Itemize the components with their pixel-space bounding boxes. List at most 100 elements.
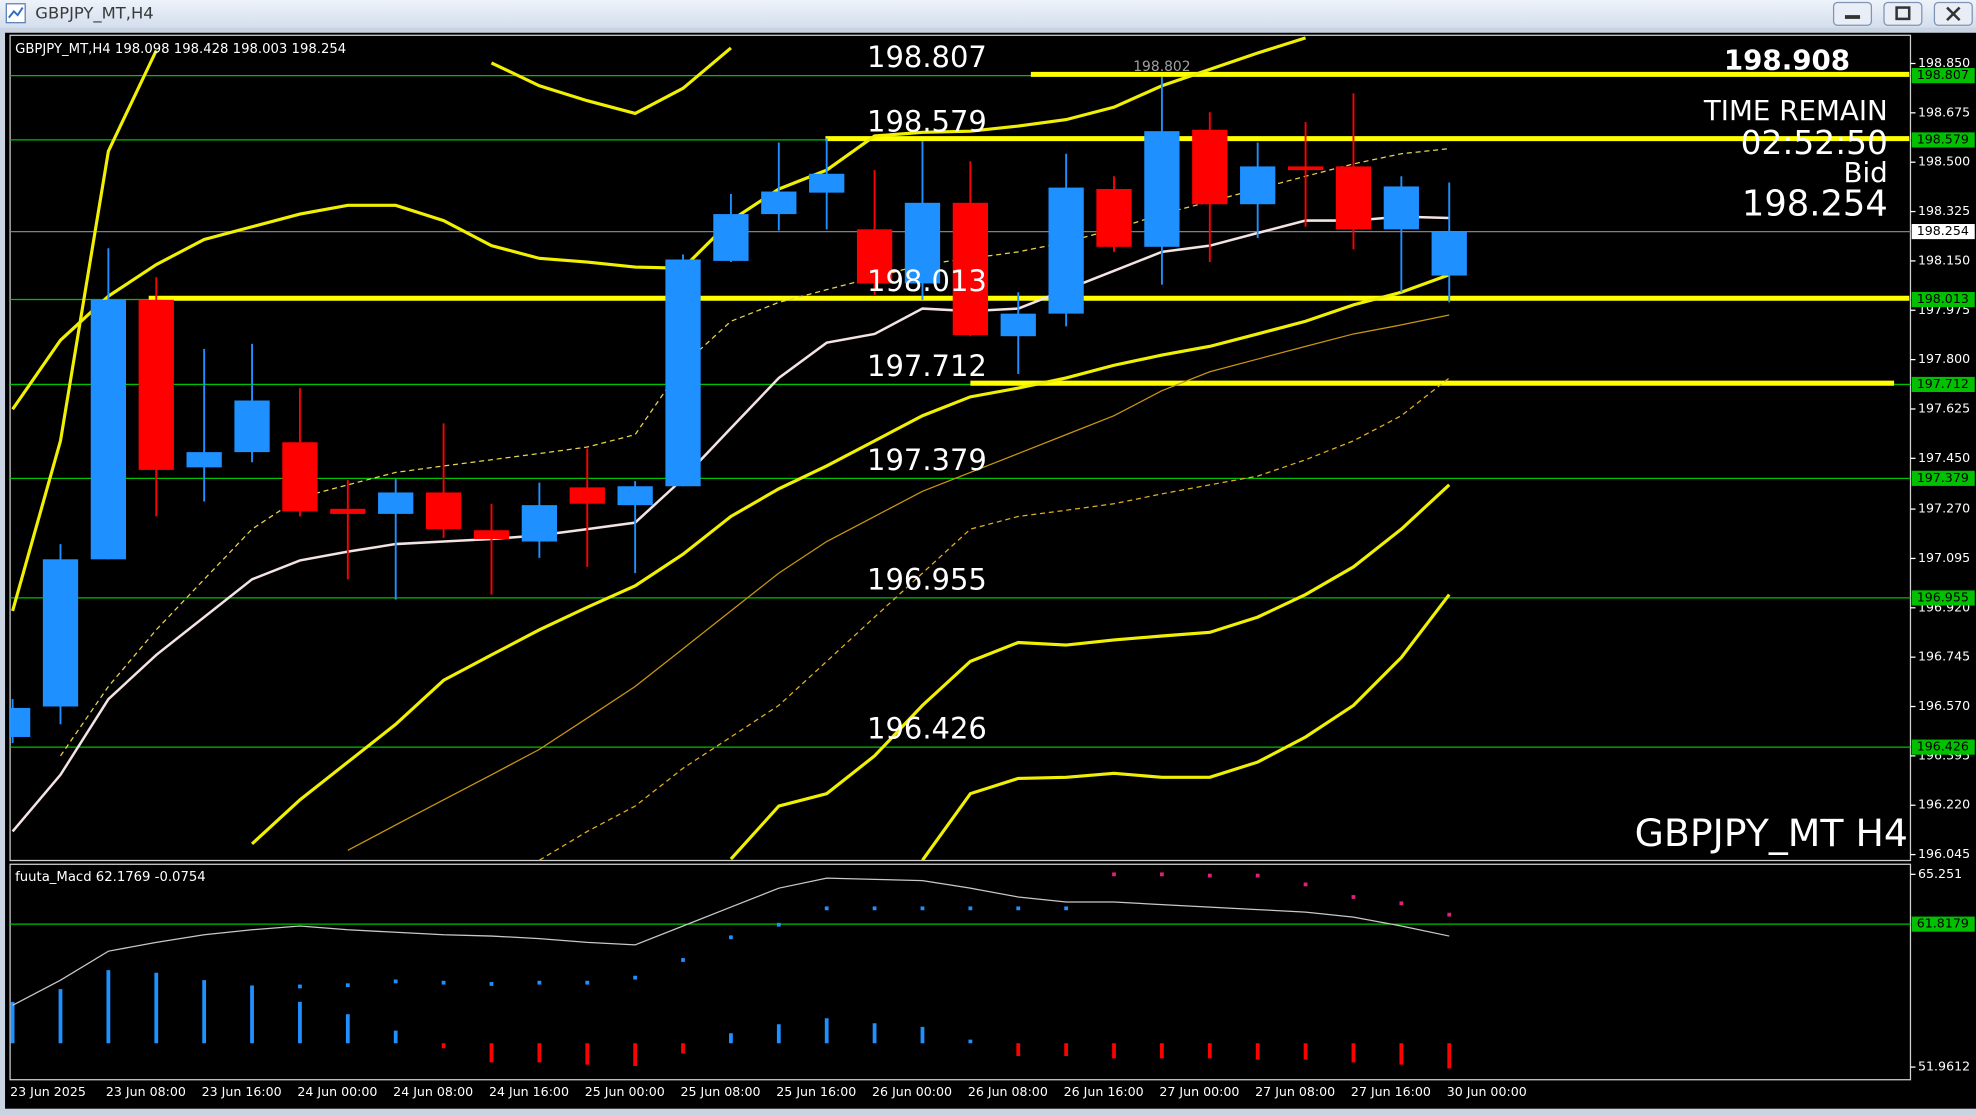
level-tag [1911,68,1975,84]
high-label: 198.802 [1133,59,1190,75]
signal-dot [1064,906,1069,911]
close-button[interactable] [1933,1,1973,26]
candle-body [186,452,222,468]
chart-header: GBPJPY_MT,H4 198.098 198.428 198.003 198… [15,42,346,57]
x-tick-label: 25 Jun 16:00 [776,1084,856,1099]
signal-dot [441,980,446,985]
icon-glyph [8,7,24,19]
signal-dot [872,906,877,911]
x-tick-label: 26 Jun 08:00 [968,1084,1048,1099]
level-label: 197.379 [867,443,987,477]
signal-dot [776,922,781,927]
macd-panel [10,872,1911,1069]
x-tick-label: 26 Jun 16:00 [1064,1084,1144,1099]
signal-dot [1303,882,1308,887]
level-tag [1911,376,1975,392]
minimize-box[interactable] [1832,1,1873,26]
y-tick-label: 197.625 [1918,400,1970,415]
candle-body [1096,188,1132,247]
candle-body [952,202,988,336]
overlay-line [921,593,1451,861]
x-tick-label: 26 Jun 00:00 [872,1084,952,1099]
ohlc-close: 198.254 [292,42,347,57]
minimize-glyph [1844,15,1861,19]
level-tag [1911,916,1975,932]
x-tick-label: 25 Jun 00:00 [585,1084,665,1099]
restore-button[interactable] [1883,1,1923,26]
overlay-line [347,314,1450,851]
candle-body [617,486,653,506]
level-label: 198.807 [867,40,987,74]
candle-body [90,299,127,560]
level-tag-label: 198.807 [1917,67,1969,82]
y-tick-label: 65.251 [1918,866,1962,881]
y-tick-label: 198.675 [1918,104,1970,119]
level-tag-label: 198.579 [1917,131,1969,146]
level-tag [1911,291,1975,308]
y-tick-label: 198.850 [1918,55,1970,70]
signal-dot [345,983,350,988]
x-tick-label: 25 Jun 08:00 [681,1084,761,1099]
window-title: GBPJPY_MT,H4 [35,3,153,23]
y-tick-label: 196.220 [1918,797,1970,812]
x-tick-label: 27 Jun 00:00 [1159,1084,1239,1099]
bid-price: 198.254 [1742,183,1888,224]
x-tick-label: 27 Jun 08:00 [1255,1084,1335,1099]
macd-panel-frame [9,863,1912,1081]
bid-tag [1911,224,1975,240]
chart-area [5,32,1976,1109]
candle-body [1431,231,1467,276]
candle-body [10,707,31,737]
macd-line [12,877,1450,1006]
level-tag-label: 196.955 [1917,589,1969,604]
marker-price: 198.908 [1724,44,1850,77]
candle-body [1048,187,1084,314]
x-tick-label: 23 Jun 08:00 [106,1084,186,1099]
candle-body [378,492,414,514]
main-panel [10,36,1911,861]
level-tag-label: 61.8179 [1917,916,1969,931]
bid-tag-label: 198.254 [1917,223,1969,238]
x-tick-label: 30 Jun 00:00 [1447,1084,1527,1099]
overlay-line [250,273,1450,846]
candle-body [1383,186,1419,230]
bid-label: Bid [1843,156,1887,189]
signal-dot [1255,873,1260,878]
signal-dot [585,980,590,985]
signal-dot [824,906,829,911]
y-tick-label: 196.745 [1918,649,1970,664]
candle-body [473,530,510,539]
level-label: 198.013 [867,264,987,298]
signal-dot [1160,872,1164,877]
title-bar [0,0,1976,28]
level-label: 197.712 [867,349,987,383]
signal-dot [1447,912,1452,917]
candle-body [1240,166,1276,205]
watermark: GBPJPY_MT H4 [1635,811,1908,855]
restore-glyph [1895,6,1911,21]
y-tick-label: 51.9612 [1918,1059,1970,1074]
candle-body [569,487,605,504]
signal-dot [1351,895,1356,899]
macd-value: 62.1769 [96,870,151,885]
app-icon [5,3,26,24]
macd-title: fuuta_Macd [15,870,91,885]
candle-body [425,492,462,530]
ohlc-high: 198.428 [174,42,229,57]
level-tag-label: 198.013 [1917,291,1969,306]
level-tag [1911,590,1975,606]
restore-box[interactable] [1883,1,1923,26]
candle-body [1192,129,1228,205]
candle-body [282,442,318,512]
minimize-button[interactable] [1832,1,1873,26]
signal-dot [1016,906,1021,911]
level-tag [1911,739,1975,755]
x-tick-label: 24 Jun 16:00 [489,1084,569,1099]
level-tag-label: 196.426 [1917,739,1969,754]
signal-dot [489,982,494,986]
macd-header: fuuta_Macd 62.1769 -0.0754 [15,870,206,885]
candle-body [330,508,366,514]
signal-dot [1399,901,1404,906]
level-label: 198.579 [867,105,987,139]
